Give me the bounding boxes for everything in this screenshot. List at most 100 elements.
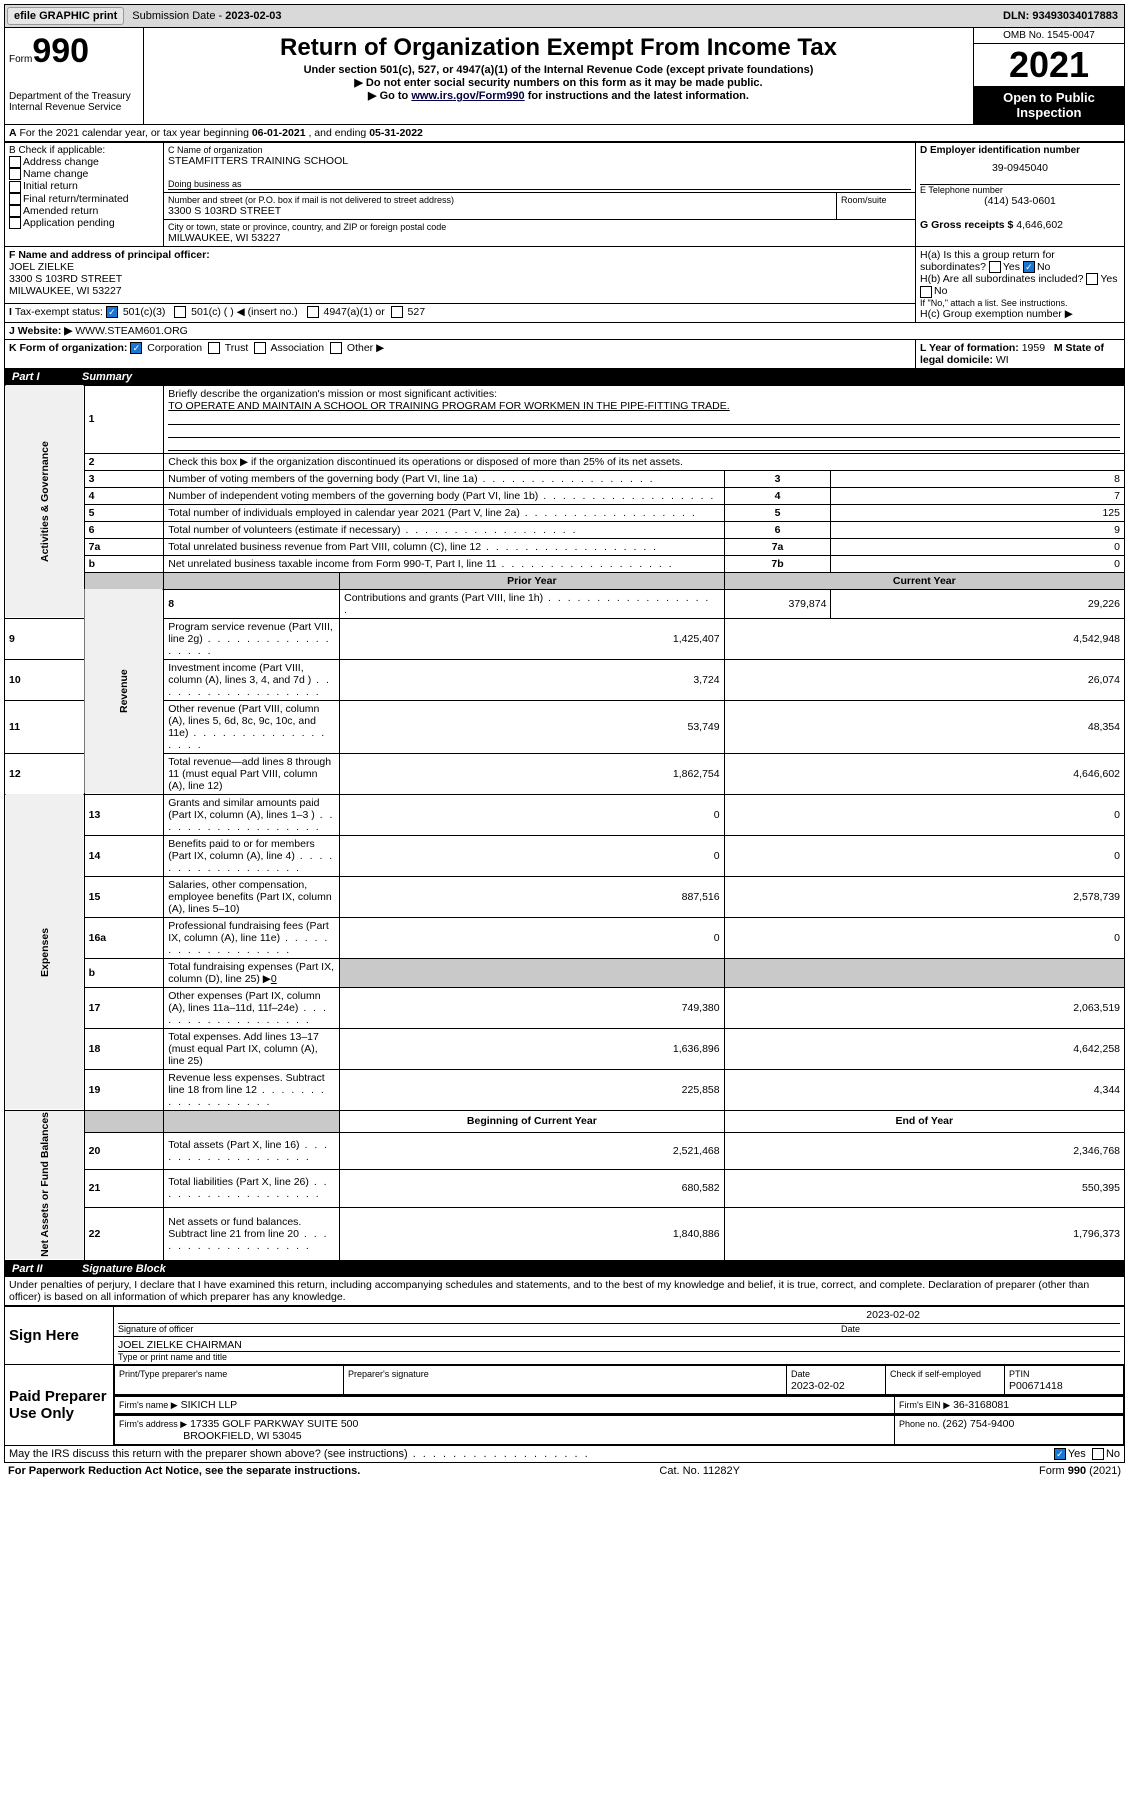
cb-name-change[interactable]: Name change bbox=[23, 168, 88, 180]
l19-prior: 225,858 bbox=[340, 1069, 725, 1110]
form-assoc[interactable]: Association bbox=[270, 342, 324, 354]
firm-addr1: 17335 GOLF PARKWAY SUITE 500 bbox=[190, 1418, 358, 1430]
l16a-text: Professional fundraising fees (Part IX, … bbox=[164, 917, 340, 958]
line-a-text2: , and ending bbox=[306, 127, 370, 139]
hb-label: H(b) Are all subordinates included? bbox=[920, 273, 1083, 285]
firm-addr2: BROOKFIELD, WI 53045 bbox=[183, 1430, 301, 1442]
cb-initial-return[interactable]: Initial return bbox=[23, 180, 78, 192]
l17-no: 17 bbox=[84, 987, 164, 1028]
phone: (414) 543-0601 bbox=[920, 195, 1120, 207]
subtitle-3: Go to www.irs.gov/Form990 for instructio… bbox=[148, 89, 969, 102]
l17-curr: 2,063,519 bbox=[724, 987, 1124, 1028]
l21-prior: 680,582 bbox=[340, 1170, 725, 1207]
firm-name: SIKICH LLP bbox=[181, 1399, 238, 1411]
l22-no: 22 bbox=[84, 1207, 164, 1260]
l1-label: Briefly describe the organization's miss… bbox=[168, 388, 497, 400]
cb-amended[interactable]: Amended return bbox=[23, 205, 98, 217]
prep-sig-label: Preparer's signature bbox=[348, 1369, 429, 1379]
l7a-no: 7a bbox=[84, 538, 164, 555]
discuss-row: May the IRS discuss this return with the… bbox=[4, 1446, 1125, 1463]
gross-label: G Gross receipts $ bbox=[920, 219, 1016, 231]
footer-left: For Paperwork Reduction Act Notice, see … bbox=[8, 1465, 360, 1477]
side-expenses: Expenses bbox=[5, 794, 85, 1110]
cb-address-change[interactable]: Address change bbox=[23, 156, 99, 168]
efile-print-button[interactable]: efile GRAPHIC print bbox=[7, 7, 124, 25]
discuss-no[interactable]: No bbox=[1106, 1448, 1120, 1460]
l16a-curr: 0 bbox=[724, 917, 1124, 958]
ptin-label: PTIN bbox=[1009, 1369, 1030, 1379]
side-revenue: Revenue bbox=[84, 589, 164, 794]
form-other[interactable]: Other ▶ bbox=[347, 342, 384, 354]
col-begin: Beginning of Current Year bbox=[340, 1110, 725, 1132]
form990-link[interactable]: www.irs.gov/Form990 bbox=[411, 90, 524, 102]
firm-addr-label: Firm's address ▶ bbox=[119, 1419, 187, 1429]
city-label: City or town, state or province, country… bbox=[168, 222, 911, 232]
status-501c3[interactable]: 501(c)(3) bbox=[123, 306, 166, 318]
l12-prior: 1,862,754 bbox=[340, 753, 725, 794]
firm-name-label: Firm's name ▶ bbox=[119, 1400, 178, 1410]
ptin: P00671418 bbox=[1009, 1380, 1063, 1392]
part2-label: Part II bbox=[12, 1263, 82, 1275]
h-b: H(b) Are all subordinates included? Yes … bbox=[920, 273, 1120, 297]
status-4947[interactable]: 4947(a)(1) or bbox=[323, 306, 384, 318]
l9-prior: 1,425,407 bbox=[340, 618, 725, 659]
firm-phone: (262) 754-9400 bbox=[943, 1418, 1015, 1430]
form-corp[interactable]: Corporation bbox=[147, 342, 202, 354]
cb-final-return[interactable]: Final return/terminated bbox=[23, 193, 129, 205]
l4-no: 4 bbox=[84, 487, 164, 504]
form-trust[interactable]: Trust bbox=[225, 342, 249, 354]
gross-receipts: G Gross receipts $ 4,646,602 bbox=[920, 219, 1120, 231]
l12-text: Total revenue—add lines 8 through 11 (mu… bbox=[164, 753, 340, 794]
l17-prior: 749,380 bbox=[340, 987, 725, 1028]
l11-prior: 53,749 bbox=[340, 700, 725, 753]
tax-year: 2021 bbox=[974, 44, 1124, 86]
l19-no: 19 bbox=[84, 1069, 164, 1110]
dln-value: 93493034017883 bbox=[1032, 10, 1118, 22]
gross-amount: 4,646,602 bbox=[1016, 219, 1063, 231]
officer-addr2: MILWAUKEE, WI 53227 bbox=[9, 285, 122, 297]
l18-no: 18 bbox=[84, 1028, 164, 1069]
dba-label: Doing business as bbox=[168, 179, 911, 190]
sig-officer-label: Signature of officer bbox=[118, 1324, 193, 1334]
status-527[interactable]: 527 bbox=[408, 306, 426, 318]
l6-no: 6 bbox=[84, 521, 164, 538]
cb-application[interactable]: Application pending bbox=[23, 217, 115, 229]
l9-text: Program service revenue (Part VIII, line… bbox=[164, 618, 340, 659]
l4-val: 7 bbox=[831, 487, 1125, 504]
ein: 39-0945040 bbox=[920, 156, 1120, 180]
firm-ein: 36-3168081 bbox=[953, 1399, 1009, 1411]
top-bar: efile GRAPHIC print Submission Date - 20… bbox=[4, 4, 1125, 28]
part1-table: Activities & Governance 1 Briefly descri… bbox=[4, 385, 1125, 1261]
l21-no: 21 bbox=[84, 1170, 164, 1207]
dept-label: Department of the Treasury Internal Reve… bbox=[9, 91, 139, 113]
l13-no: 13 bbox=[84, 794, 164, 835]
city-state-zip: MILWAUKEE, WI 53227 bbox=[168, 232, 911, 244]
l19-text: Revenue less expenses. Subtract line 18 … bbox=[164, 1069, 340, 1110]
l16a-no: 16a bbox=[84, 917, 164, 958]
sig-date-label: Date bbox=[841, 1324, 1120, 1334]
part1-header: Part I Summary bbox=[4, 369, 1125, 385]
sig-name: JOEL ZIELKE CHAIRMAN bbox=[118, 1339, 1120, 1352]
l7b-val: 0 bbox=[831, 555, 1125, 572]
subtitle-2: Do not enter social security numbers on … bbox=[148, 76, 969, 89]
side-governance: Activities & Governance bbox=[5, 385, 85, 618]
paid-preparer: Paid Preparer Use Only bbox=[5, 1364, 114, 1445]
l20-text: Total assets (Part X, line 16) bbox=[164, 1132, 340, 1169]
box-b-title: B Check if applicable: bbox=[9, 145, 159, 156]
l8-curr: 29,226 bbox=[831, 589, 1125, 618]
form-title: Return of Organization Exempt From Incom… bbox=[148, 34, 969, 62]
line-a: A For the 2021 calendar year, or tax yea… bbox=[4, 125, 1125, 142]
l18-text: Total expenses. Add lines 13–17 (must eq… bbox=[164, 1028, 340, 1069]
l7b-box: 7b bbox=[724, 555, 831, 572]
status-501c[interactable]: 501(c) ( ) ◀ (insert no.) bbox=[191, 306, 298, 318]
discuss-yes[interactable]: Yes bbox=[1068, 1448, 1086, 1460]
entity-section: B Check if applicable: Address change Na… bbox=[4, 142, 1125, 369]
l6-val: 9 bbox=[831, 521, 1125, 538]
omb-number: OMB No. 1545-0047 bbox=[974, 28, 1124, 44]
signature-section: Sign Here 2023-02-02 Signature of office… bbox=[4, 1306, 1125, 1446]
l4-box: 4 bbox=[724, 487, 831, 504]
l15-curr: 2,578,739 bbox=[724, 876, 1124, 917]
subtitle-1: Under section 501(c), 527, or 4947(a)(1)… bbox=[148, 64, 969, 76]
l3-no: 3 bbox=[84, 470, 164, 487]
l1-mission: TO OPERATE AND MAINTAIN A SCHOOL OR TRAI… bbox=[168, 400, 729, 412]
